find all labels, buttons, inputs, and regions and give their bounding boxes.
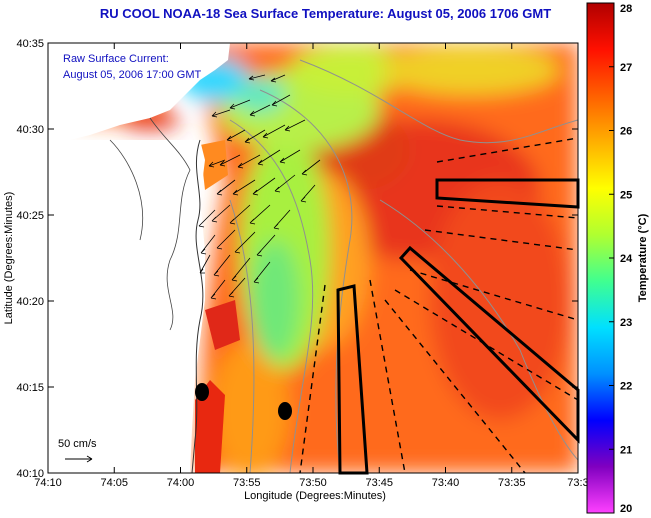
colorbar-tick-label: 28 (620, 3, 632, 15)
annotation-line-2: August 05, 2006 17:00 GMT (63, 69, 201, 81)
surface-current-arrows (198, 74, 321, 300)
colorbar-tick-label: 24 (620, 253, 633, 265)
sst-field (48, 43, 578, 473)
x-tick-label: 74:10 (34, 477, 62, 489)
x-axis: 74:10 74:05 74:00 73:55 73:50 73:45 73:40 73:35… (34, 43, 589, 489)
colorbar-tick-label: 26 (620, 126, 632, 138)
x-tick-label: 73:3 (567, 477, 588, 489)
western-land (48, 140, 205, 473)
northern-land (48, 43, 230, 140)
x-tick-label: 74:05 (100, 477, 128, 489)
colorbar-tick-label: 27 (620, 62, 632, 74)
colorbar-ticks: 28 27 26 25 24 23 22 21 20 (609, 2, 633, 515)
x-tick-label: 73:50 (299, 477, 327, 489)
station-marker (278, 402, 292, 420)
annotation-line-1: Raw Surface Current: (63, 53, 169, 65)
y-tick-label: 40:35 (16, 38, 44, 50)
x-tick-label: 73:35 (498, 477, 526, 489)
x-tick-label: 74:00 (167, 477, 195, 489)
y-tick-label: 40:20 (16, 296, 44, 308)
x-axis-label: Longitude (Degrees:Minutes) (244, 490, 386, 502)
x-tick-label: 73:45 (365, 477, 393, 489)
y-tick-label: 40:30 (16, 124, 44, 136)
y-tick-label: 40:10 (16, 468, 44, 480)
colorbar-tick-label: 22 (620, 381, 632, 393)
radar-dashed-lines (299, 137, 579, 474)
station-marker (195, 383, 209, 401)
colorbar-tick-label: 25 (620, 189, 632, 201)
y-axis: 40:35 40:30 40:25 40:20 40:15 40:10 (16, 38, 578, 480)
map-title: RU COOL NOAA-18 Sea Surface Temperature:… (99, 6, 552, 21)
y-axis-label: Latitude (Degrees:Minutes) (3, 192, 15, 325)
colorbar-tick-label: 23 (620, 317, 632, 329)
y-tick-label: 40:25 (16, 210, 44, 222)
colorbar-tick-label: 20 (620, 503, 632, 515)
y-tick-label: 40:15 (16, 382, 44, 394)
bathymetry-contours (229, 59, 578, 473)
scale-arrow (65, 455, 93, 463)
x-tick-label: 73:55 (233, 477, 261, 489)
colorbar-label: Temperature (°C) (637, 213, 649, 302)
scale-label: 50 cm/s (58, 438, 97, 450)
colorbar-tick-label: 21 (620, 444, 632, 456)
x-tick-label: 73:40 (432, 477, 460, 489)
